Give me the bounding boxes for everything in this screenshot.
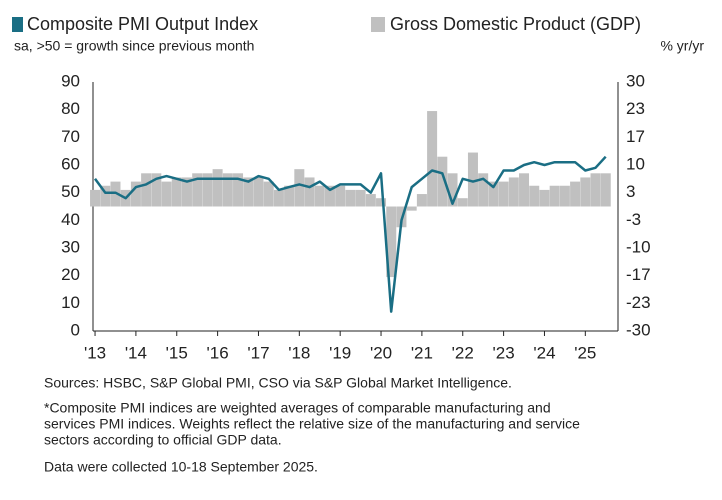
y-tick-label: 30 bbox=[61, 237, 80, 256]
pmi-line bbox=[93, 155, 607, 313]
y2-axis-label: % yr/yr bbox=[660, 38, 704, 54]
bar bbox=[314, 185, 325, 207]
x-tick-label: '20 bbox=[370, 343, 392, 362]
x-tick-label: '18 bbox=[288, 343, 310, 362]
bar bbox=[233, 173, 244, 207]
bar bbox=[324, 185, 335, 207]
bar bbox=[304, 177, 315, 207]
y2-tick-label: 10 bbox=[626, 154, 645, 173]
bar bbox=[100, 185, 111, 207]
bar bbox=[376, 198, 387, 207]
bar bbox=[212, 169, 223, 207]
bar bbox=[386, 206, 397, 278]
footnote: Sources: HSBC, S&P Global PMI, CSO via S… bbox=[44, 375, 512, 391]
y-tick-label: 10 bbox=[61, 293, 80, 312]
subtitle: sa, >50 = growth since previous month bbox=[14, 38, 254, 54]
bar bbox=[284, 185, 295, 207]
y-tick-label: 70 bbox=[61, 127, 80, 146]
footnote: Data were collected 10-18 September 2025… bbox=[44, 459, 318, 475]
bar bbox=[427, 111, 438, 207]
x-tick-label: '14 bbox=[125, 343, 147, 362]
footnote: sectors according to official GDP data. bbox=[44, 432, 282, 448]
bar bbox=[222, 173, 233, 207]
bar bbox=[437, 156, 448, 207]
legend-swatch bbox=[371, 17, 385, 32]
legend-label: Gross Domestic Product (GDP) bbox=[390, 14, 641, 34]
x-tick-label: '23 bbox=[493, 343, 515, 362]
bar bbox=[529, 185, 540, 207]
bar bbox=[345, 189, 356, 207]
x-tick-label: '24 bbox=[533, 343, 555, 362]
bar bbox=[559, 185, 570, 207]
y-tick-label: 0 bbox=[71, 320, 80, 339]
bar bbox=[243, 177, 254, 207]
bar bbox=[90, 189, 101, 207]
x-tick-label: '22 bbox=[452, 343, 474, 362]
y-tick-label: 20 bbox=[61, 265, 80, 284]
bar bbox=[406, 206, 417, 211]
y2-tick-label: -17 bbox=[626, 265, 651, 284]
y2-tick-label: 3 bbox=[626, 182, 635, 201]
bar bbox=[590, 173, 601, 207]
y2-tick-label: 17 bbox=[626, 127, 645, 146]
bar bbox=[580, 177, 591, 207]
y2-tick-label: -10 bbox=[626, 237, 651, 256]
bar bbox=[519, 173, 530, 207]
y-tick-label: 40 bbox=[61, 210, 80, 229]
bar bbox=[570, 181, 581, 207]
bar bbox=[600, 173, 611, 207]
bar bbox=[416, 194, 427, 207]
bar bbox=[539, 189, 550, 207]
y2-tick-label: -23 bbox=[626, 293, 651, 312]
y2-tick-label: -30 bbox=[626, 320, 651, 339]
x-tick-label: '15 bbox=[166, 343, 188, 362]
bar bbox=[253, 177, 264, 207]
bar bbox=[447, 173, 458, 207]
bar bbox=[141, 173, 152, 207]
x-tick-label: '25 bbox=[574, 343, 596, 362]
x-tick-label: '17 bbox=[247, 343, 269, 362]
bar bbox=[467, 152, 478, 207]
bar bbox=[508, 177, 519, 207]
bar bbox=[457, 198, 468, 207]
bar bbox=[335, 185, 346, 207]
x-tick-label: '19 bbox=[329, 343, 351, 362]
bar bbox=[549, 185, 560, 207]
x-tick-label: '13 bbox=[84, 343, 106, 362]
y2-tick-label: -3 bbox=[626, 210, 641, 229]
bar bbox=[294, 169, 305, 207]
legend-swatch bbox=[12, 17, 23, 32]
x-tick-label: '21 bbox=[411, 343, 433, 362]
y-tick-label: 80 bbox=[61, 99, 80, 118]
bar bbox=[478, 173, 489, 207]
footnote: services PMI indices. Weights reflect th… bbox=[44, 416, 580, 432]
bar bbox=[488, 181, 499, 207]
y2-tick-label: 23 bbox=[626, 99, 645, 118]
bar bbox=[192, 173, 203, 207]
bar bbox=[181, 177, 192, 207]
footnote: *Composite PMI indices are weighted aver… bbox=[44, 400, 551, 416]
bar bbox=[365, 194, 376, 207]
y-tick-label: 60 bbox=[61, 154, 80, 173]
bar bbox=[151, 173, 162, 207]
y2-tick-label: 30 bbox=[626, 71, 645, 90]
legend-label: Composite PMI Output Index bbox=[27, 14, 258, 34]
bar bbox=[263, 181, 274, 207]
bar bbox=[171, 177, 182, 207]
bar bbox=[498, 181, 509, 207]
bar bbox=[161, 181, 172, 207]
bar bbox=[130, 181, 141, 207]
bar bbox=[355, 189, 366, 207]
bar bbox=[202, 173, 213, 207]
y-tick-label: 50 bbox=[61, 182, 80, 201]
y-tick-label: 90 bbox=[61, 71, 80, 90]
bar bbox=[273, 189, 284, 207]
x-tick-label: '16 bbox=[207, 343, 229, 362]
